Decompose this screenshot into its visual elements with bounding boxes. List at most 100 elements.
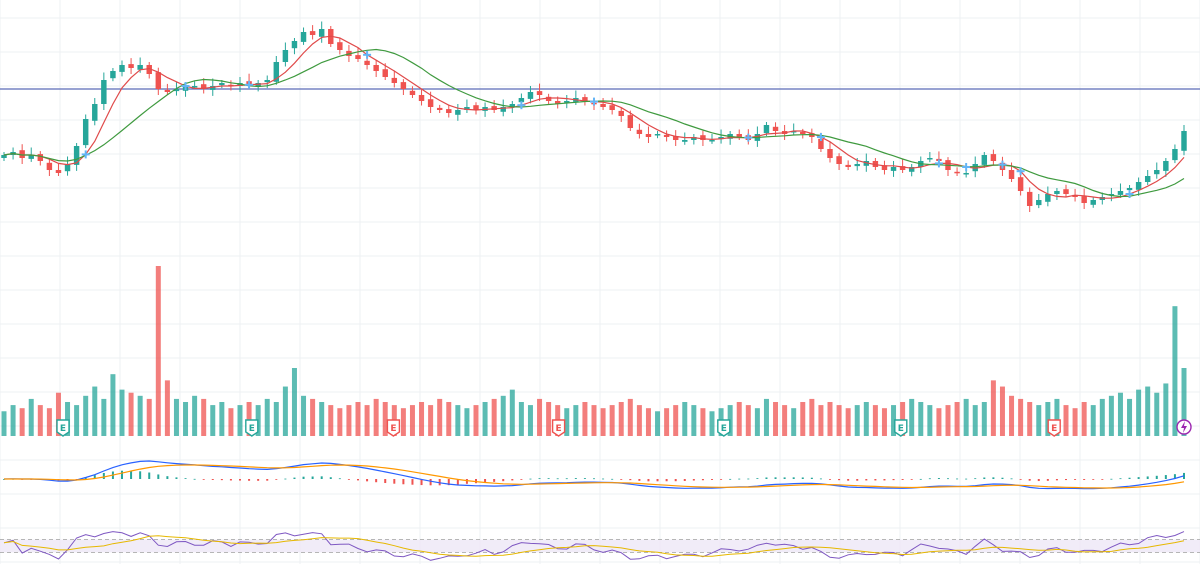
rsi-line bbox=[3, 531, 1185, 561]
candle-body bbox=[164, 89, 171, 92]
candle-body bbox=[1008, 170, 1015, 179]
candle-body bbox=[1172, 149, 1178, 161]
candle-body bbox=[46, 162, 53, 170]
candle-body bbox=[119, 65, 125, 72]
macd-histogram-bar bbox=[647, 479, 650, 482]
macd-histogram-bar bbox=[810, 477, 813, 479]
earnings-marker[interactable]: E bbox=[56, 419, 70, 437]
macd-histogram-bar bbox=[593, 478, 595, 480]
candle-body bbox=[1072, 194, 1078, 197]
volume-bar bbox=[664, 408, 670, 436]
candle-body bbox=[409, 90, 416, 95]
candle-body bbox=[110, 71, 116, 79]
macd-histogram-bar bbox=[1074, 479, 1077, 480]
macd-histogram-bar bbox=[947, 478, 949, 480]
earnings-marker[interactable]: E bbox=[245, 419, 259, 437]
volume-bar bbox=[455, 405, 461, 436]
rsi-pane bbox=[0, 531, 1200, 561]
candle-body bbox=[355, 55, 361, 59]
candle-body bbox=[890, 167, 897, 171]
macd-histogram-bar bbox=[720, 479, 723, 480]
volume-bar bbox=[546, 402, 552, 436]
candle-body bbox=[282, 50, 289, 62]
candle-body bbox=[1017, 177, 1024, 191]
volume-bar bbox=[173, 398, 179, 436]
volume-bar bbox=[437, 398, 443, 436]
volume-bar bbox=[691, 405, 697, 436]
volume-bar bbox=[128, 392, 134, 436]
volume-bar bbox=[745, 405, 751, 436]
candle-body bbox=[600, 104, 606, 107]
earnings-marker-shape bbox=[245, 419, 259, 437]
earnings-marker-label: E bbox=[898, 424, 904, 434]
volume-bar bbox=[19, 408, 25, 436]
volume-bar bbox=[464, 408, 470, 436]
volume-bar bbox=[872, 405, 878, 436]
earnings-marker[interactable]: E bbox=[894, 419, 908, 437]
macd-histogram-bar bbox=[1173, 474, 1176, 479]
volume-bar bbox=[92, 386, 98, 436]
volume-bar bbox=[1063, 405, 1069, 436]
candle-body bbox=[927, 158, 933, 160]
earnings-marker[interactable]: E bbox=[717, 419, 731, 437]
macd-histogram-bar bbox=[139, 471, 142, 479]
volume-bar bbox=[210, 405, 216, 436]
macd-histogram-bar bbox=[1092, 479, 1095, 480]
macd-histogram-bar bbox=[701, 479, 704, 481]
volume-bar bbox=[482, 402, 488, 436]
volume-bar bbox=[291, 368, 297, 436]
macd-histogram-bar bbox=[638, 479, 641, 481]
earnings-marker[interactable]: E bbox=[551, 419, 566, 437]
volume-bar bbox=[655, 411, 661, 436]
macd-histogram-bar bbox=[357, 479, 359, 481]
candle-body bbox=[818, 138, 824, 149]
lightning-icon[interactable] bbox=[1176, 419, 1192, 435]
candle-body bbox=[854, 164, 860, 167]
candle-body bbox=[1181, 131, 1187, 151]
volume-bar bbox=[564, 408, 570, 436]
macd-histogram-bar bbox=[838, 479, 841, 481]
macd-histogram-bar bbox=[329, 477, 332, 479]
volume-bar bbox=[1099, 398, 1105, 436]
candle-body bbox=[1108, 194, 1115, 196]
candle-body bbox=[291, 41, 298, 49]
macd-histogram-bar bbox=[965, 478, 968, 480]
volume-bar bbox=[1154, 392, 1160, 436]
candle-body bbox=[636, 129, 643, 134]
candle-body bbox=[1081, 196, 1087, 203]
macd-histogram-bar bbox=[456, 479, 459, 485]
earnings-marker-shape bbox=[56, 419, 70, 437]
volume-bar bbox=[527, 405, 533, 436]
macd-histogram-bar bbox=[883, 479, 886, 481]
macd-histogram-bar bbox=[447, 479, 450, 486]
volume-bar bbox=[709, 411, 715, 436]
volume-bar bbox=[537, 398, 543, 436]
macd-histogram-bar bbox=[738, 478, 741, 480]
volume-bar bbox=[446, 402, 452, 436]
volume-bar bbox=[110, 374, 116, 436]
earnings-marker[interactable]: E bbox=[1047, 419, 1061, 437]
macd-histogram-bar bbox=[284, 478, 287, 480]
volume-bar bbox=[836, 405, 842, 436]
macd-histogram-bar bbox=[829, 479, 831, 480]
price-pane[interactable] bbox=[0, 21, 1200, 213]
candle-body bbox=[691, 137, 697, 140]
candle-body bbox=[536, 91, 543, 95]
candle-body bbox=[736, 134, 742, 137]
candle-body bbox=[464, 107, 470, 110]
volume-bar bbox=[1136, 389, 1142, 436]
candle-body bbox=[73, 146, 80, 165]
earnings-marker-shape bbox=[717, 419, 731, 437]
volume-bar bbox=[954, 402, 960, 436]
earnings-marker-shape bbox=[1047, 419, 1061, 437]
macd-histogram-bar bbox=[211, 479, 214, 480]
candle-body bbox=[446, 109, 452, 113]
volume-bar bbox=[754, 408, 760, 436]
earnings-marker[interactable]: E bbox=[386, 419, 401, 437]
macd-histogram-bar bbox=[974, 478, 977, 480]
candle-body bbox=[1054, 191, 1060, 194]
